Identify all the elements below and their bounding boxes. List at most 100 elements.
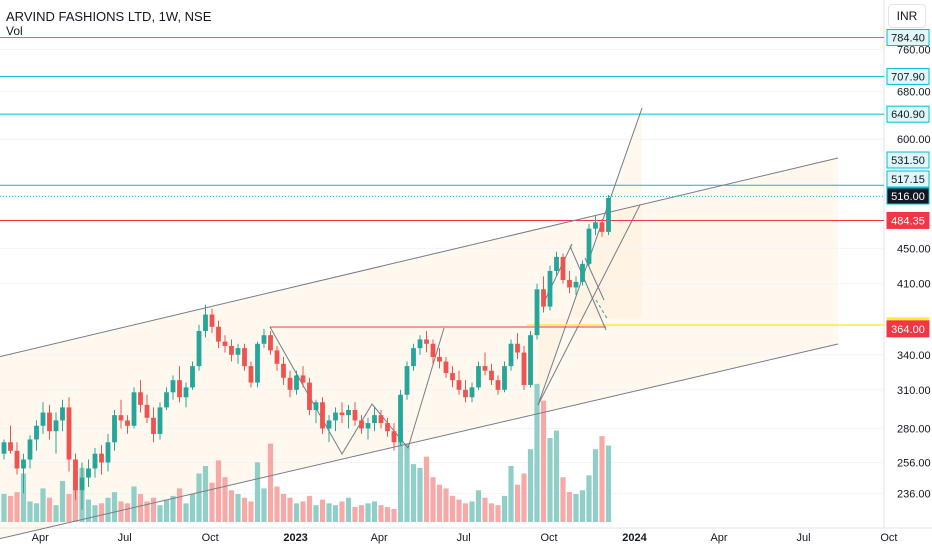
candle-body bbox=[79, 477, 85, 491]
volume-bar bbox=[150, 497, 157, 522]
price-tick-label: 410.00 bbox=[897, 279, 931, 291]
volume-bar bbox=[228, 490, 235, 522]
volume-bar bbox=[202, 466, 209, 522]
price-tick-label: 256.00 bbox=[897, 457, 931, 469]
candle-body bbox=[599, 222, 605, 232]
volume-bar bbox=[124, 503, 131, 522]
candle-body bbox=[99, 453, 104, 463]
volume-bar bbox=[430, 477, 436, 522]
candle-body bbox=[183, 387, 189, 398]
symbol-title: ARVIND FASHIONS LTD, 1W, NSE bbox=[6, 9, 212, 24]
price-label: 484.35 bbox=[886, 211, 930, 229]
candle-body bbox=[417, 339, 423, 349]
volume-bar bbox=[241, 497, 248, 522]
horizontal-price-lines bbox=[0, 36, 884, 221]
price-label: 784.40 bbox=[886, 28, 930, 46]
candle-body bbox=[469, 387, 475, 398]
candle-body bbox=[521, 352, 527, 385]
volume-bar bbox=[105, 497, 111, 522]
candle-body bbox=[92, 453, 98, 469]
candle bbox=[489, 363, 494, 385]
currency-button[interactable]: INR bbox=[888, 4, 926, 28]
volume-bar bbox=[66, 494, 72, 522]
volume-bar bbox=[235, 494, 241, 522]
volume-bar bbox=[215, 460, 222, 522]
price-label-text: 364.00 bbox=[891, 324, 925, 336]
time-tick-label: Apr bbox=[371, 532, 388, 544]
volume-bar bbox=[605, 445, 612, 522]
candle bbox=[430, 339, 436, 364]
candle-body bbox=[346, 409, 351, 416]
candle bbox=[261, 328, 267, 349]
volume-bar bbox=[540, 400, 547, 522]
candle-body bbox=[476, 366, 481, 388]
candle bbox=[47, 404, 52, 440]
price-label-text: 484.35 bbox=[891, 215, 925, 227]
candle bbox=[229, 339, 234, 362]
volume-bar bbox=[157, 505, 163, 522]
volume-bars bbox=[1, 383, 612, 522]
volume-bar bbox=[449, 495, 456, 522]
candle-body bbox=[112, 415, 117, 443]
candle-body bbox=[554, 256, 559, 271]
candle bbox=[177, 366, 182, 403]
candle-body bbox=[573, 281, 579, 288]
flag-line-2 bbox=[569, 245, 607, 331]
volume-bar bbox=[280, 494, 287, 522]
candle bbox=[1, 439, 7, 460]
candle bbox=[437, 348, 442, 369]
volume-bar bbox=[527, 449, 534, 522]
volume-bar bbox=[462, 503, 469, 522]
candle-body bbox=[313, 402, 319, 410]
price-label: 531.50 bbox=[886, 151, 930, 169]
time-tick-label: Jul bbox=[118, 532, 132, 544]
candle bbox=[404, 361, 410, 400]
candle bbox=[79, 462, 85, 510]
volume-bar bbox=[391, 508, 397, 522]
volume-bar bbox=[592, 449, 599, 522]
candle-body bbox=[118, 415, 124, 421]
volume-bar bbox=[300, 501, 306, 522]
price-tick-label: 600.00 bbox=[897, 134, 931, 146]
volume-bar bbox=[7, 495, 14, 522]
volume-bar bbox=[358, 505, 365, 522]
candle bbox=[138, 380, 143, 413]
price-label-text: 784.40 bbox=[891, 32, 925, 44]
time-tick-label: Oct bbox=[880, 532, 897, 544]
candle bbox=[482, 352, 488, 376]
price-tick-label: 236.00 bbox=[897, 488, 931, 500]
candle bbox=[118, 399, 124, 429]
volume-bar bbox=[85, 499, 92, 522]
candle-body bbox=[502, 366, 507, 390]
candle bbox=[508, 339, 514, 371]
candle bbox=[502, 361, 507, 393]
volume-bar bbox=[384, 507, 391, 522]
volume-bar bbox=[371, 501, 378, 522]
volume-bar bbox=[176, 488, 183, 522]
candle-body bbox=[307, 382, 312, 410]
candle bbox=[547, 265, 553, 311]
candle bbox=[339, 402, 345, 424]
candle-body bbox=[586, 228, 592, 264]
candle bbox=[378, 409, 384, 429]
candle-body bbox=[443, 361, 449, 374]
volume-bar bbox=[313, 505, 319, 522]
volume-bar bbox=[514, 484, 521, 522]
candle bbox=[456, 370, 462, 395]
time-tick-label: 2024 bbox=[622, 532, 647, 544]
volume-bar bbox=[59, 480, 66, 522]
price-label-box bbox=[886, 187, 930, 205]
candle bbox=[346, 404, 351, 429]
candle bbox=[521, 345, 527, 390]
channel-lower-line bbox=[0, 343, 839, 540]
candle-body bbox=[606, 197, 611, 232]
trend-lines bbox=[0, 107, 884, 540]
candle-body bbox=[547, 270, 553, 307]
candle-body bbox=[177, 380, 182, 398]
volume-bar bbox=[53, 505, 59, 522]
candle-body bbox=[534, 289, 540, 336]
candle-body bbox=[14, 450, 20, 469]
candle bbox=[365, 417, 371, 440]
candle bbox=[372, 407, 377, 432]
